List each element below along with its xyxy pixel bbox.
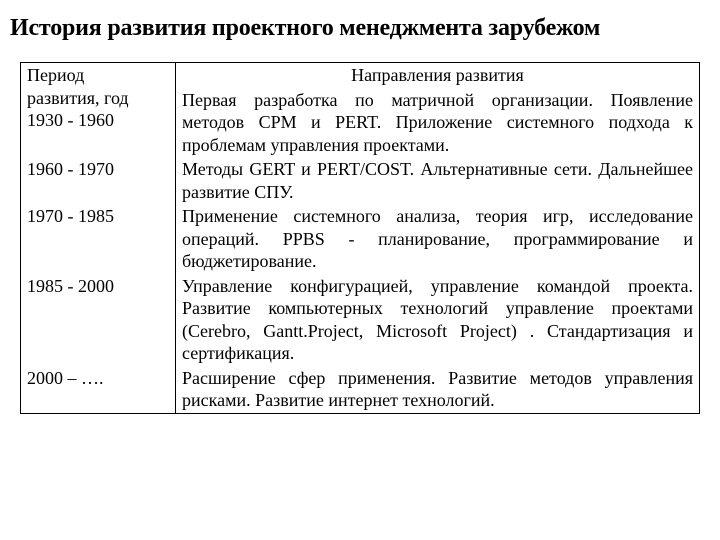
cell-period-3: 1985 - 2000 — [21, 274, 176, 366]
cell-period-1: 1960 - 1970 — [21, 157, 176, 204]
cell-period-4: 2000 – …. — [21, 366, 176, 414]
table-row: 1970 - 1985 Применение системного анализ… — [21, 204, 700, 274]
cell-desc-1: Методы GERT и PERT/COST. Альтернативные … — [176, 157, 700, 204]
cell-period-0: 1930 - 1960 — [27, 110, 114, 130]
header-direction-cell: Направления развития — [176, 63, 700, 88]
table-row: 2000 – …. Расширение сфер применения. Ра… — [21, 366, 700, 414]
cell-desc-2: Применение системного анализа, теория иг… — [176, 204, 700, 274]
table-header-row: Период развития, год 1930 - 1960 Направл… — [21, 63, 700, 88]
header-period-cell: Период развития, год 1930 - 1960 — [21, 63, 176, 158]
history-table: Период развития, год 1930 - 1960 Направл… — [20, 62, 700, 414]
header-period-line2: развития, год — [27, 88, 129, 108]
cell-desc-0: Первая разработка по матричной организац… — [176, 88, 700, 158]
page-title: История развития проектного менеджмента … — [10, 15, 710, 42]
cell-period-2: 1970 - 1985 — [21, 204, 176, 274]
cell-desc-4: Расширение сфер применения. Развитие мет… — [176, 366, 700, 414]
header-period-line1: Период — [27, 65, 84, 85]
cell-desc-3: Управление конфигурацией, управление ком… — [176, 274, 700, 366]
table-row: 1985 - 2000 Управление конфигурацией, уп… — [21, 274, 700, 366]
table-row: 1960 - 1970 Методы GERT и PERT/COST. Аль… — [21, 157, 700, 204]
